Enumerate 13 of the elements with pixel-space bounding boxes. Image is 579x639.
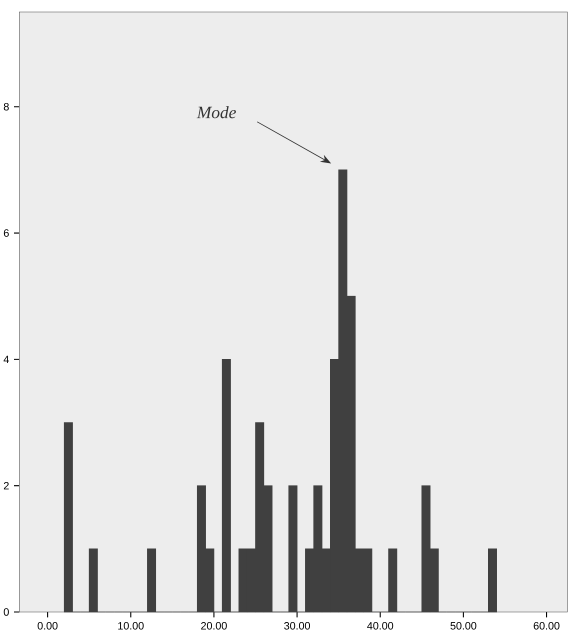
x-tick-label: 0.00 — [38, 622, 58, 630]
x-tick-label: 50.00 — [450, 622, 476, 630]
annotation: Mode — [196, 106, 236, 118]
y-tick-label: 0 — [4, 608, 9, 616]
y-tick-label: 8 — [4, 102, 9, 111]
x-tick-label: 40.00 — [367, 622, 394, 630]
x-tick-label: 20.00 — [201, 622, 227, 630]
x-tick-label: 30.00 — [284, 622, 310, 630]
y-tick-label: 4 — [4, 356, 9, 364]
x-tick-label: 10.00 — [118, 622, 144, 630]
y-tick-label: 6 — [4, 229, 9, 237]
y-tick-label: 2 — [4, 482, 9, 490]
x-tick-label: 60.00 — [534, 622, 560, 630]
